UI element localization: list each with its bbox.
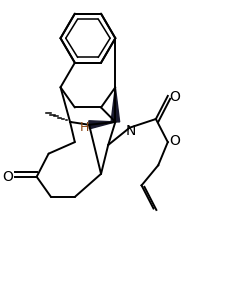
Text: O: O (169, 90, 180, 104)
Text: H: H (80, 121, 89, 134)
Text: N: N (126, 124, 136, 137)
Polygon shape (89, 121, 115, 129)
Polygon shape (111, 87, 120, 122)
Text: O: O (2, 170, 13, 184)
Text: O: O (169, 134, 180, 148)
